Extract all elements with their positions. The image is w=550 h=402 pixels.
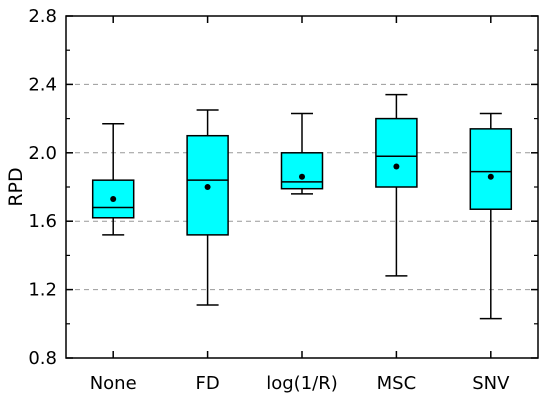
x-tick-label: log(1/R) (266, 373, 338, 394)
mean-point (393, 163, 400, 170)
box-none (91, 122, 135, 236)
box-log-1-r- (280, 112, 324, 195)
mean-point (110, 195, 117, 202)
box-series (91, 93, 513, 320)
x-tick-label: FD (195, 373, 219, 394)
y-axis-ticks: 0.8 1.2 1.6 2.0 2.4 2.8 (28, 6, 538, 369)
x-tick-label: MSC (377, 373, 417, 394)
y-tick-label: 2.0 (28, 143, 57, 164)
y-tick-label: 1.6 (28, 211, 57, 232)
mean-point (299, 173, 305, 180)
mean-point (204, 184, 211, 190)
box-msc (375, 93, 418, 277)
y-tick-label: 0.8 (28, 348, 57, 369)
iqr-box (469, 128, 513, 210)
x-tick-label: SNV (472, 373, 510, 394)
y-tick-label: 2.8 (28, 6, 57, 27)
y-axis-title: RPD (5, 167, 27, 206)
y-tick-label: 1.2 (28, 280, 57, 301)
x-axis-ticks: None FD log(1/R) MSC SNV (90, 16, 510, 394)
box-snv (469, 112, 513, 320)
y-tick-label: 2.4 (28, 74, 57, 95)
iqr-box (375, 117, 418, 188)
mean-point (487, 173, 494, 180)
box-fd (186, 109, 229, 306)
x-tick-label: None (90, 373, 137, 394)
iqr-box (280, 152, 324, 190)
